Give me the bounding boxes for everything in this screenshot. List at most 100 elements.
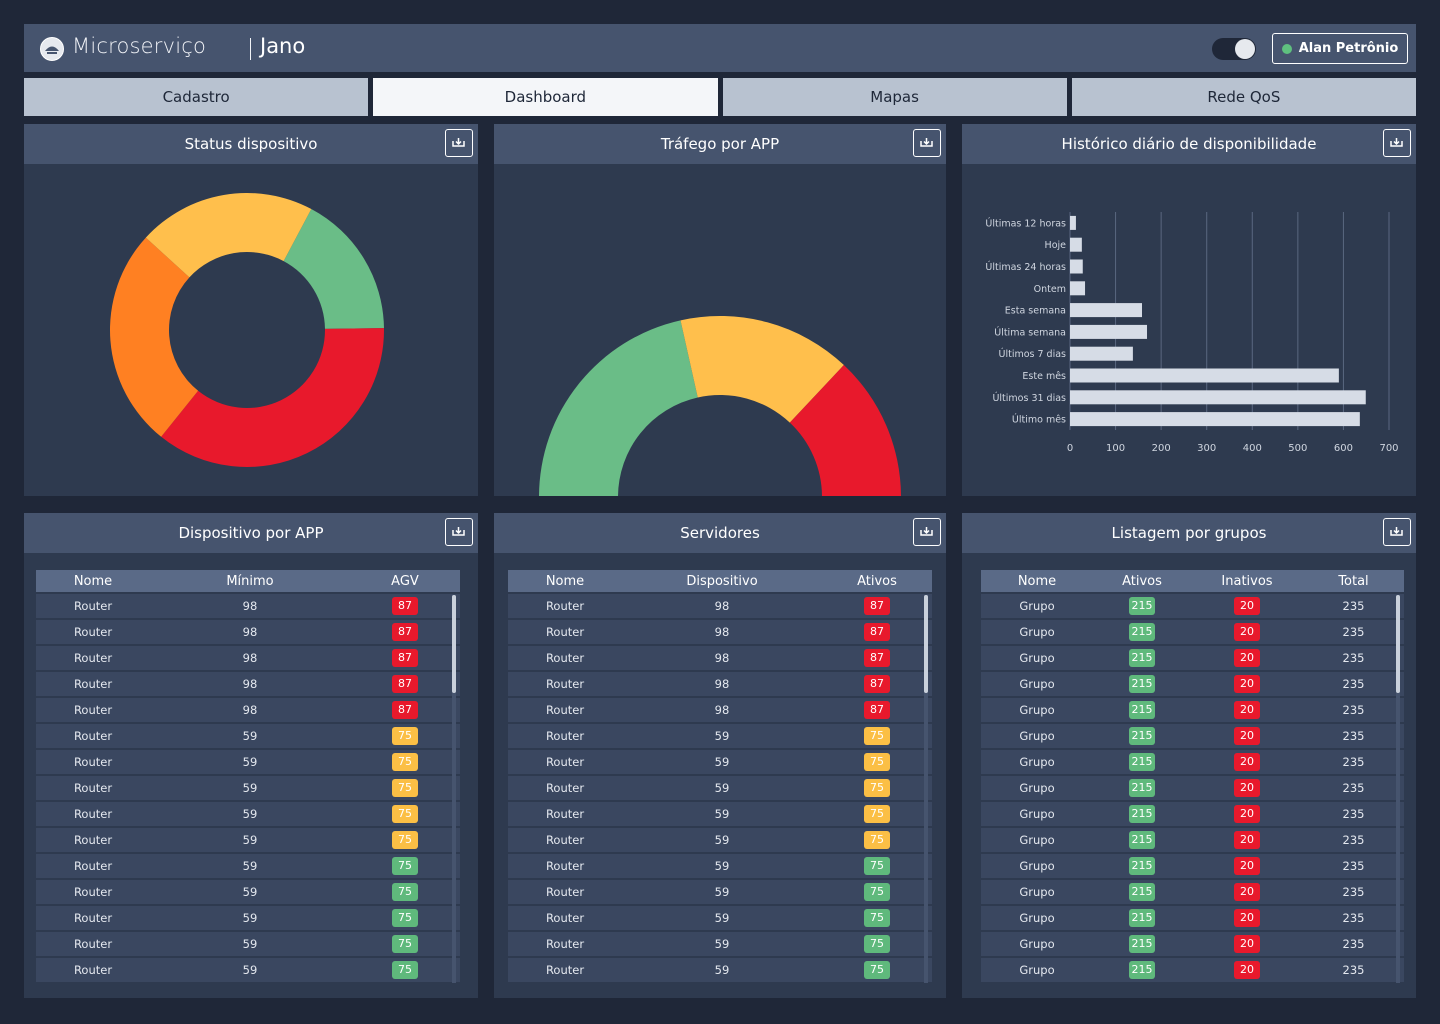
cell: Router (508, 755, 622, 769)
cell-text: Router (545, 781, 585, 795)
table-row: Grupo 215 20 235 (981, 854, 1404, 880)
scrollbar[interactable] (1396, 595, 1400, 983)
cell: 235 (1303, 625, 1404, 639)
table-row: Router 59 75 (508, 750, 932, 776)
cell: 87 (350, 597, 460, 615)
cell-text: 235 (1342, 885, 1365, 899)
cell: 235 (1303, 677, 1404, 691)
cell: 59 (622, 937, 822, 951)
scroll-thumb[interactable] (452, 595, 456, 693)
cell: Grupo (981, 625, 1093, 639)
cell: 235 (1303, 859, 1404, 873)
cell: 98 (622, 703, 822, 717)
cell: Router (36, 781, 150, 795)
cell: 235 (1303, 703, 1404, 717)
table-row: Router 59 75 (36, 750, 460, 776)
cell: 59 (150, 833, 350, 847)
table-row: Router 98 87 (508, 594, 932, 620)
badge: 20 (1234, 753, 1260, 771)
table-row: Router 59 75 (36, 828, 460, 854)
segment (789, 365, 901, 496)
cell: 215 (1093, 909, 1191, 927)
status-dot (1281, 43, 1292, 54)
download-button[interactable] (1383, 518, 1411, 546)
cell: Router (508, 599, 622, 613)
cell: 87 (350, 649, 460, 667)
chart (539, 316, 901, 496)
cell-text: 235 (1342, 651, 1365, 665)
cell: Router (508, 625, 622, 639)
cell: 98 (150, 599, 350, 613)
cell-text: Grupo (1019, 781, 1055, 795)
tab[interactable]: Dashboard (373, 78, 718, 116)
column-header: AGV (391, 573, 419, 589)
table-row: Grupo 215 20 235 (981, 672, 1404, 698)
cell: 59 (622, 911, 822, 925)
x-tick-label: 200 (1152, 443, 1171, 454)
scroll-thumb[interactable] (924, 595, 928, 693)
cell: 87 (350, 623, 460, 641)
column-header: Inativos (1221, 573, 1273, 589)
cell: 59 (150, 755, 350, 769)
badge: 20 (1234, 597, 1260, 615)
table-row: Router 59 75 (508, 776, 932, 802)
badge: 20 (1234, 701, 1260, 719)
cell: 215 (1093, 857, 1191, 875)
cell: Router (508, 729, 622, 743)
table-row: Router 59 75 (36, 906, 460, 932)
download-icon (452, 138, 465, 147)
cell-text: Router (73, 963, 113, 977)
segment (539, 320, 698, 496)
segment (283, 209, 384, 329)
user-button[interactable]: Alan Petrônio (1272, 33, 1408, 64)
cell: 235 (1303, 729, 1404, 743)
column-header: Ativos (857, 573, 897, 589)
scroll-thumb[interactable] (1396, 595, 1400, 693)
cell: 59 (622, 781, 822, 795)
cell-text: 59 (714, 833, 730, 847)
table-row: Grupo 215 20 235 (981, 750, 1404, 776)
cell-text: Grupo (1019, 651, 1055, 665)
scrollbar[interactable] (924, 595, 928, 983)
cell-text: Router (545, 963, 585, 977)
scrollbar[interactable] (452, 595, 456, 983)
cell: 59 (150, 885, 350, 899)
cell-text: Grupo (1019, 859, 1055, 873)
badge: 215 (1129, 727, 1155, 745)
download-button[interactable] (913, 518, 941, 546)
cell-text: Router (73, 833, 113, 847)
badge: 75 (864, 727, 890, 745)
cell-text: 98 (714, 703, 730, 717)
cell: 235 (1303, 911, 1404, 925)
cell: 75 (350, 727, 460, 745)
table-row: Router 98 87 (508, 698, 932, 724)
cell-text: 59 (714, 755, 730, 769)
cell-text: Router (545, 599, 585, 613)
table: Nome Dispositivo Ativos Router 98 87 Router 98 8… (508, 570, 932, 983)
segment (680, 316, 844, 423)
cell-text: 59 (242, 807, 258, 821)
download-button[interactable] (1383, 129, 1411, 157)
download-button[interactable] (445, 129, 473, 157)
cell-text: 235 (1342, 625, 1365, 639)
cell-text: 59 (242, 729, 258, 743)
cell-text: 59 (242, 833, 258, 847)
badge: 20 (1234, 805, 1260, 823)
cell: 98 (150, 677, 350, 691)
cell: 215 (1093, 649, 1191, 667)
table-row: Router 59 75 (508, 802, 932, 828)
theme-toggle[interactable] (1212, 38, 1256, 60)
category-label: Esta semana (1005, 306, 1066, 317)
download-button[interactable] (913, 129, 941, 157)
cell-text: 235 (1342, 599, 1365, 613)
table-row: Router 98 87 (508, 646, 932, 672)
icon (452, 138, 465, 147)
tab[interactable]: Rede QoS (1071, 78, 1416, 116)
cell: 87 (822, 597, 932, 615)
badge: 75 (392, 753, 418, 771)
download-button[interactable] (445, 518, 473, 546)
tab[interactable]: Mapas (722, 78, 1067, 116)
cell-text: 235 (1342, 937, 1365, 951)
badge: 75 (864, 883, 890, 901)
tab[interactable]: Cadastro (24, 78, 369, 116)
